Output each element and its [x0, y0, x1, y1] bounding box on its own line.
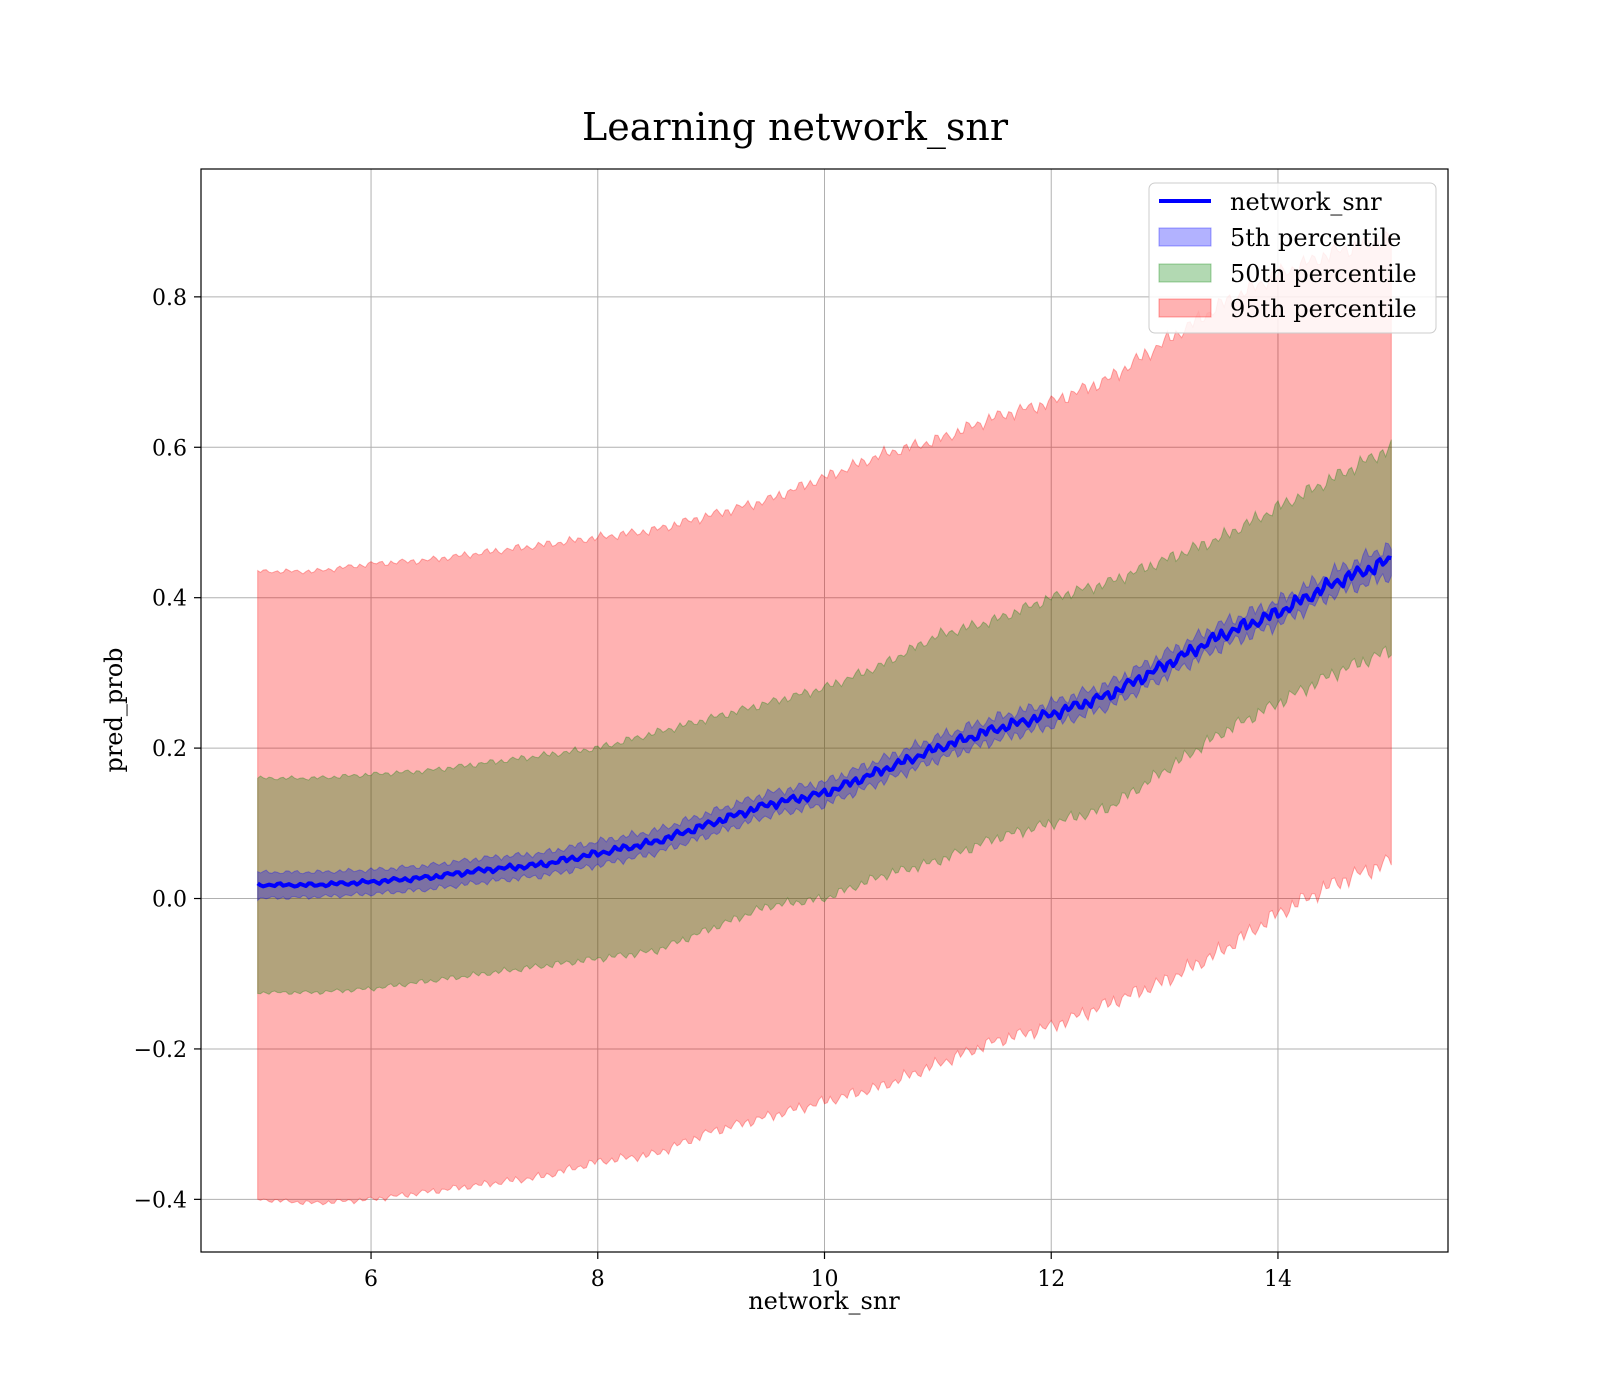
x-tick-label: 6 [364, 1267, 378, 1292]
legend: network_snr 5th percentile 50th percenti… [1148, 182, 1437, 334]
x-tick-label: 8 [591, 1267, 605, 1292]
y-axis-ticks: −0.4 −0.2 0.0 0.2 0.4 0.6 0.8 [134, 286, 201, 1213]
y-tick-label: 0.4 [152, 587, 187, 612]
legend-label-95th: 95th percentile [1230, 295, 1417, 323]
legend-swatch-95th [1158, 298, 1212, 318]
series-line-network_snr [256, 555, 1392, 889]
y-tick-label: 0.2 [152, 737, 187, 762]
y-tick-label: −0.2 [134, 1038, 187, 1063]
x-tick-label: 14 [1264, 1267, 1292, 1292]
y-axis-label: pred_prob [100, 647, 128, 772]
chart-title: Learning network_snr [582, 105, 1009, 150]
x-axis-label: network_snr [748, 1287, 900, 1315]
y-tick-label: 0.6 [152, 436, 187, 461]
percentile-bands [257, 230, 1392, 1206]
grid [201, 169, 1448, 1252]
band-5th-percentile [257, 542, 1392, 902]
y-tick-label: 0.8 [152, 286, 187, 311]
band-95th-percentile [257, 230, 1392, 1206]
legend-swatch-5th [1158, 227, 1212, 247]
band-50th-percentile [257, 439, 1392, 995]
legend-label-5th: 5th percentile [1230, 224, 1401, 252]
legend-box [1148, 182, 1437, 334]
x-axis-ticks: 6 8 10 12 14 [364, 1252, 1292, 1292]
legend-label-line: network_snr [1230, 188, 1382, 216]
y-tick-label: 0.0 [152, 888, 187, 913]
series-lines [256, 555, 1392, 889]
y-tick-label: −0.4 [134, 1188, 187, 1213]
x-tick-label: 10 [811, 1267, 839, 1292]
x-tick-label: 12 [1037, 1267, 1065, 1292]
legend-swatch-50th [1158, 263, 1212, 283]
legend-label-50th: 50th percentile [1230, 260, 1417, 288]
